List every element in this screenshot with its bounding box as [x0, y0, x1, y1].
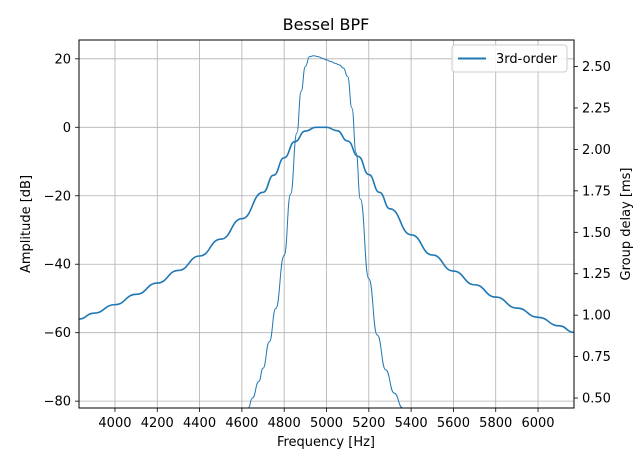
- legend-box: [451, 44, 568, 73]
- x-tick-label: 5600: [437, 416, 470, 431]
- y2-tick-label: 1.25: [582, 267, 611, 282]
- y2-tick-label: 2.00: [582, 143, 611, 158]
- x-tick-label: 5400: [395, 416, 428, 431]
- y-tick-label: 20: [54, 52, 71, 67]
- x-tick-label: 5000: [310, 416, 343, 431]
- series-amplitude-line: [79, 126, 574, 334]
- y2-tick-label: 1.75: [582, 184, 611, 199]
- y-tick-label: −80: [44, 395, 71, 410]
- y-tick-label: −40: [44, 258, 71, 273]
- y-tick-label: −20: [44, 189, 71, 204]
- y-axis-ticks: −80 −60 −40 −20 0 20: [44, 52, 79, 410]
- y2-tick-label: 1.50: [582, 226, 611, 241]
- x-axis-label: Frequency [Hz]: [277, 435, 375, 450]
- x-axis-ticks: 4000 4200 4400 4600 4800 5000 5200 5400 5600 5800…: [98, 408, 555, 431]
- y2-tick-label: 2.50: [582, 60, 611, 75]
- x-tick-label: 5200: [352, 416, 385, 431]
- y-axis-label: Amplitude [dB]: [19, 175, 34, 273]
- series-group-delay-line: [247, 55, 403, 408]
- y2-tick-label: 2.25: [582, 101, 611, 116]
- y2-tick-label: 0.75: [582, 350, 611, 365]
- grid: [79, 40, 574, 408]
- x-tick-label: 4000: [98, 416, 131, 431]
- x-tick-label: 4800: [268, 416, 301, 431]
- x-tick-label: 4400: [183, 416, 216, 431]
- y2-axis-ticks: 0.50 0.75 1.00 1.25 1.50 1.75 2.00 2.25 2.50: [574, 60, 611, 407]
- y2-tick-label: 0.50: [582, 392, 611, 407]
- y-tick-label: −60: [44, 326, 71, 341]
- y2-tick-label: 1.00: [582, 309, 611, 324]
- legend-label-3rd-order: 3rd-order: [496, 52, 558, 67]
- x-tick-label: 4600: [225, 416, 258, 431]
- chart-title: Bessel BPF: [283, 15, 370, 34]
- x-tick-label: 5800: [479, 416, 512, 431]
- y-tick-label: 0: [63, 121, 71, 136]
- x-tick-label: 6000: [521, 416, 554, 431]
- legend: 3rd-order: [451, 44, 568, 73]
- series-layer: [79, 55, 574, 408]
- y2-axis-label: Group delay [ms]: [619, 168, 634, 281]
- x-tick-label: 4200: [141, 416, 174, 431]
